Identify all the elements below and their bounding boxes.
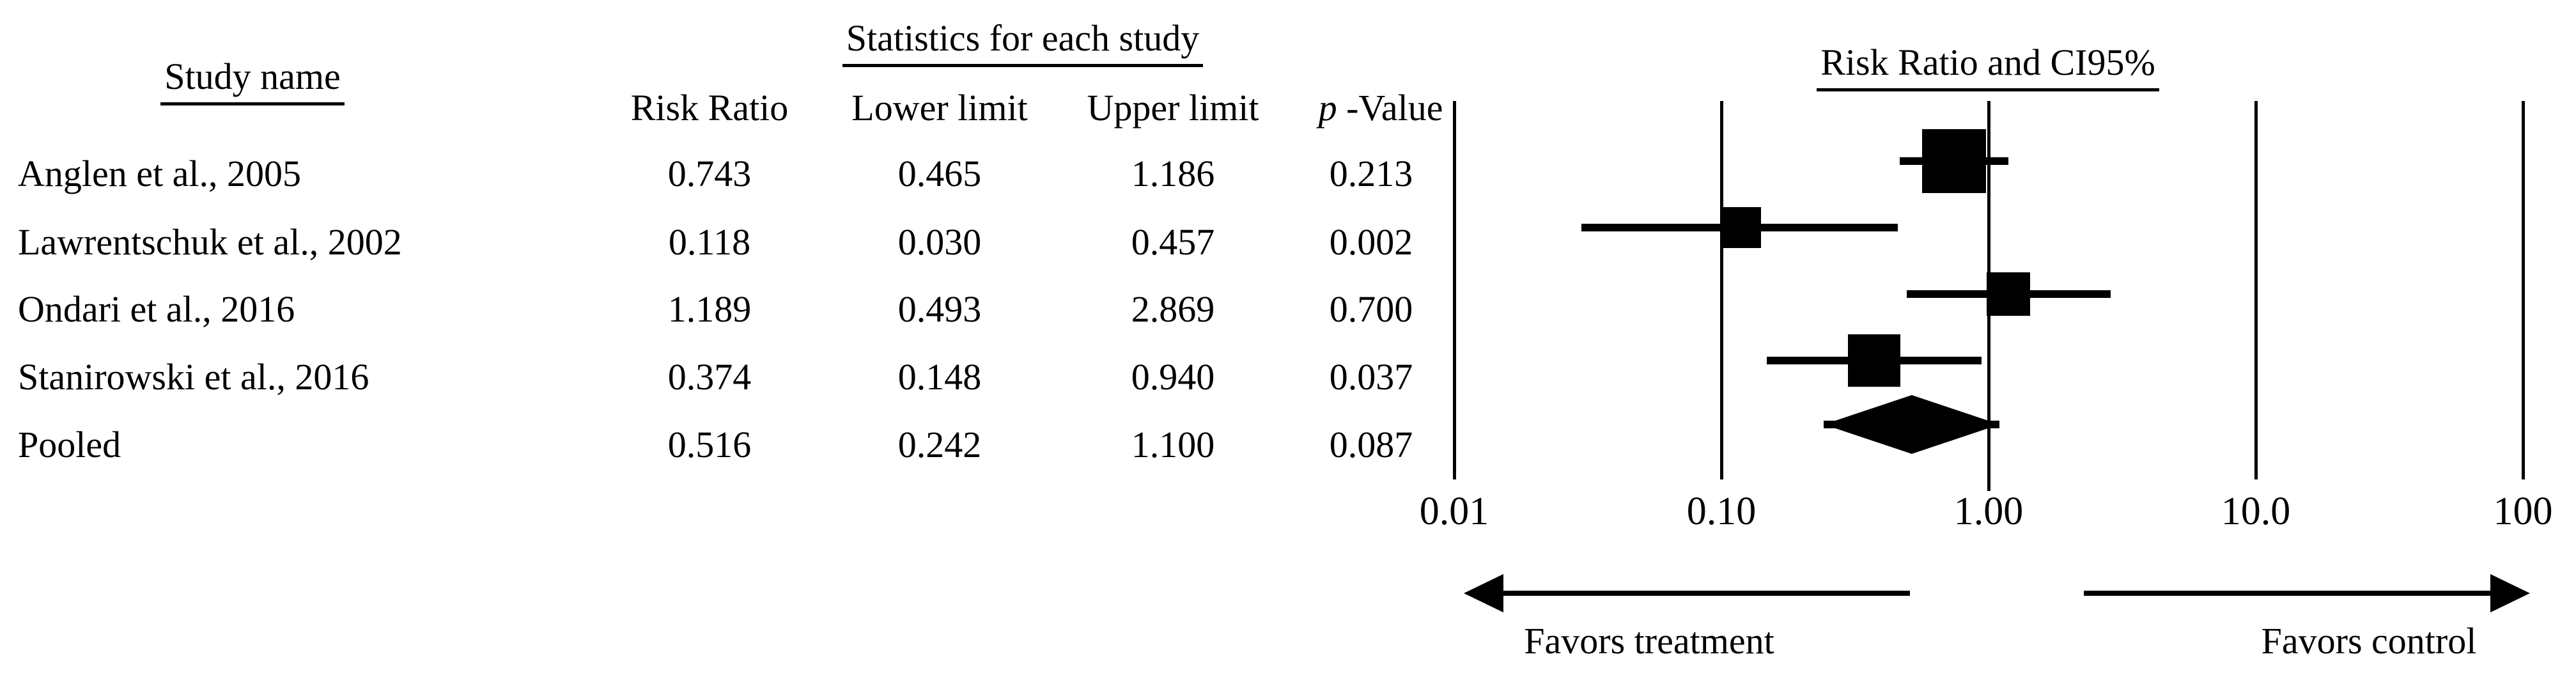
plot-title-text: Risk Ratio and CI95% xyxy=(1817,42,2159,91)
risk-ratio-value: 1.189 xyxy=(667,288,752,330)
p-value: 0.700 xyxy=(1329,288,1413,330)
p-value: 0.037 xyxy=(1329,356,1413,398)
gridline-10.0 xyxy=(2254,101,2258,479)
lower-limit-value: 0.465 xyxy=(897,153,982,194)
p-value: 0.213 xyxy=(1329,153,1413,194)
favors-treatment-label: Favors treatment xyxy=(1524,620,1774,662)
risk-ratio-value: 0.516 xyxy=(667,424,752,465)
col-header-upper-limit: Upper limit xyxy=(1087,87,1259,128)
risk-ratio-value: 0.118 xyxy=(668,221,751,263)
x-tick-label: 0.01 xyxy=(1419,490,1489,533)
favors-treatment-arrow xyxy=(1501,591,1910,596)
effect-size-box xyxy=(1987,272,2031,316)
col-header-lower-limit: Lower limit xyxy=(851,87,1028,128)
upper-limit-value: 0.457 xyxy=(1131,221,1215,263)
favors-control-label: Favors control xyxy=(2261,620,2477,662)
gridline-100 xyxy=(2521,101,2525,479)
lower-limit-value: 0.493 xyxy=(897,288,982,330)
lower-limit-value: 0.242 xyxy=(897,424,982,465)
upper-limit-value: 2.869 xyxy=(1131,288,1215,330)
right-arrowhead-icon xyxy=(2490,574,2530,612)
gridline-0.01 xyxy=(1452,101,1456,479)
pooled-diamond xyxy=(1824,395,2000,454)
plot-title: Risk Ratio and CI95% xyxy=(1764,42,2212,91)
risk-ratio-value: 0.743 xyxy=(667,153,752,194)
x-tick-label: 0.10 xyxy=(1686,490,1757,533)
col-header-p-value: p -Value xyxy=(1272,86,1489,130)
x-tick-label: 1.00 xyxy=(1953,490,2024,533)
p-value: 0.087 xyxy=(1329,424,1413,465)
study-name: Stanirowski et al., 2016 xyxy=(18,356,369,398)
study-name-header-text: Study name xyxy=(160,56,345,105)
stats-header-text: Statistics for each study xyxy=(842,18,1204,67)
col-header-risk-ratio: Risk Ratio xyxy=(630,87,789,128)
gridline-0.10 xyxy=(1719,101,1723,479)
x-tick-label: 10.0 xyxy=(2221,490,2291,533)
left-arrowhead-icon xyxy=(1464,574,1503,612)
x-tick-label: 100 xyxy=(2493,490,2553,533)
effect-size-box xyxy=(1720,207,1762,248)
upper-limit-value: 1.186 xyxy=(1131,153,1215,194)
favors-control-arrow xyxy=(2084,591,2493,596)
study-name: Anglen et al., 2005 xyxy=(18,153,301,194)
p-italic: p xyxy=(1318,87,1337,128)
upper-limit-value: 1.100 xyxy=(1131,424,1215,465)
effect-size-box xyxy=(1848,334,1901,387)
study-name: Ondari et al., 2016 xyxy=(18,288,295,330)
p-value: 0.002 xyxy=(1329,221,1413,263)
lower-limit-value: 0.148 xyxy=(897,356,982,398)
lower-limit-value: 0.030 xyxy=(897,221,982,263)
effect-size-box xyxy=(1922,129,1987,193)
p-rest: -Value xyxy=(1337,87,1443,128)
risk-ratio-value: 0.374 xyxy=(667,356,752,398)
study-name: Pooled xyxy=(18,424,121,465)
study-name: Lawrentschuk et al., 2002 xyxy=(18,221,402,263)
study-name-header: Study name xyxy=(93,56,412,105)
stats-header: Statistics for each study xyxy=(799,18,1246,67)
upper-limit-value: 0.940 xyxy=(1131,356,1215,398)
